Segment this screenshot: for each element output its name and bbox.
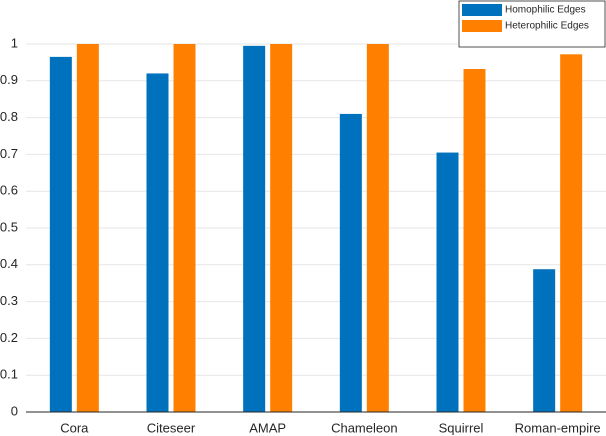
bar <box>366 44 389 412</box>
y-tick-label: 0.3 <box>0 293 18 308</box>
x-tick-label: Citeseer <box>147 420 196 435</box>
grid <box>26 43 606 413</box>
x-tick-label: Chameleon <box>331 420 398 435</box>
x-tick-label: AMAP <box>249 420 286 435</box>
y-tick-label: 0.1 <box>0 367 18 382</box>
bar <box>173 44 196 412</box>
bar <box>533 269 556 412</box>
plot-area <box>49 44 583 413</box>
x-tick-label: Roman-empire <box>515 420 601 435</box>
legend-swatch <box>462 4 502 16</box>
bar <box>49 56 72 412</box>
legend-label: Homophilic Edges <box>505 5 586 16</box>
y-tick-label: 0 <box>11 403 18 418</box>
legend-swatch <box>462 20 502 32</box>
y-tick-label: 0.5 <box>0 219 18 234</box>
bar <box>243 45 266 413</box>
y-tick-label: 0.7 <box>0 146 18 161</box>
y-tick-label: 0.4 <box>0 256 18 271</box>
bar <box>560 54 583 412</box>
x-tick-label: Squirrel <box>439 420 484 435</box>
bar <box>76 44 99 412</box>
y-tick-label: 0.8 <box>0 109 18 124</box>
bar <box>463 69 486 413</box>
bar <box>436 152 459 412</box>
x-tick-label: Cora <box>60 420 89 435</box>
bar <box>339 113 362 413</box>
y-tick-label: 1 <box>11 35 18 50</box>
bar <box>270 44 293 412</box>
y-tick-label: 0.2 <box>0 330 18 345</box>
bar <box>146 73 169 412</box>
legend-label: Heterophilic Edges <box>505 21 589 32</box>
y-tick-label: 0.6 <box>0 183 18 198</box>
y-tick-label: 0.9 <box>0 72 18 87</box>
